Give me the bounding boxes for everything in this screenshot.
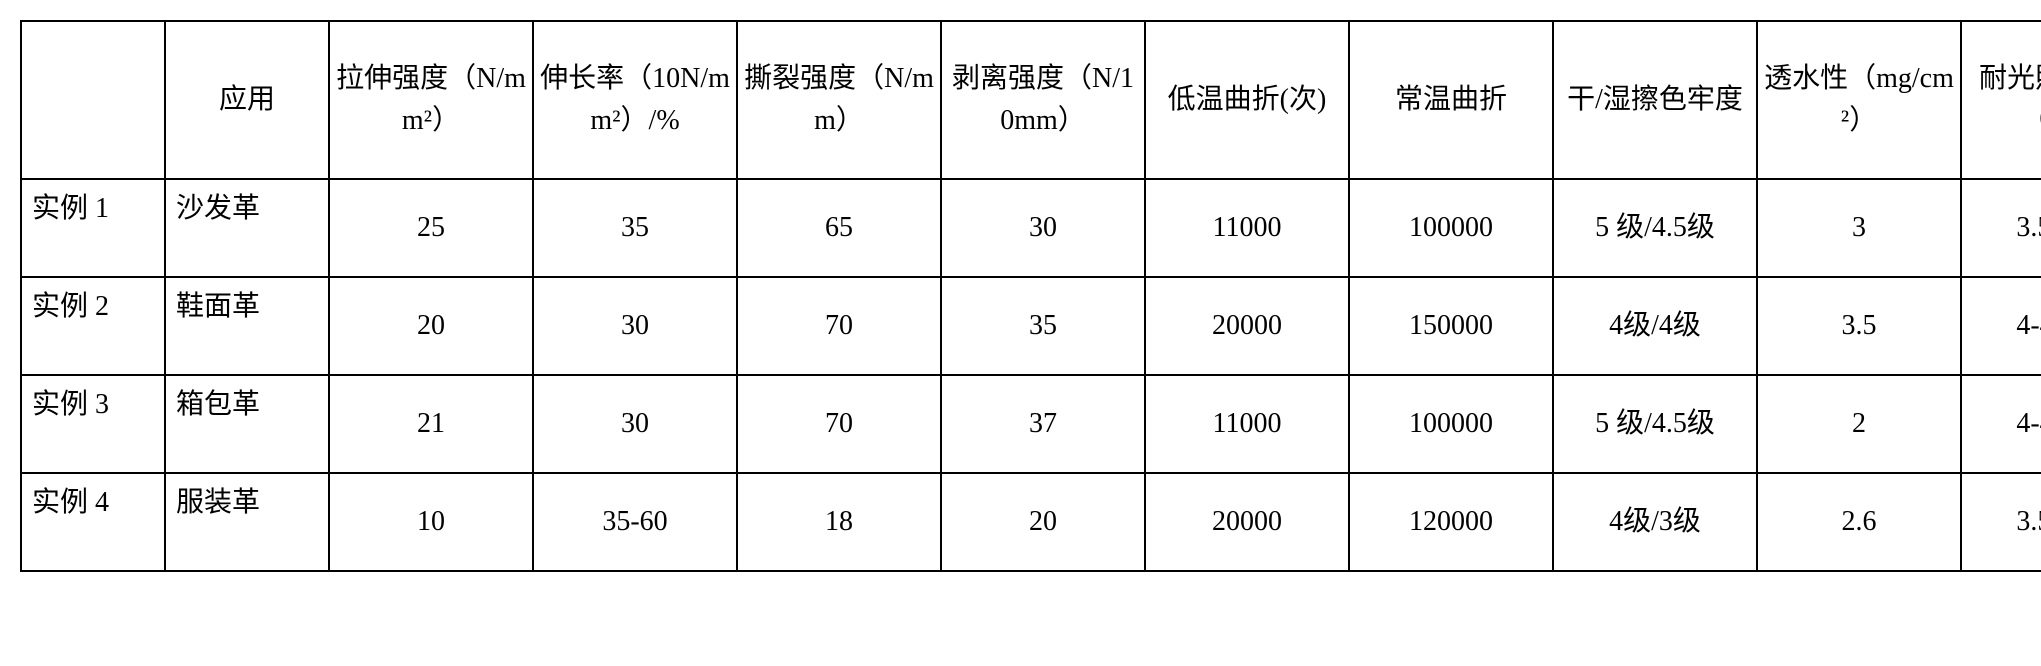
- col-header-app: 应用: [165, 21, 329, 179]
- cell-id: 实例 3: [21, 375, 165, 473]
- cell-value: 5 级/4.5级: [1553, 179, 1757, 277]
- cell-value: 10: [329, 473, 533, 571]
- cell-value: 5 级/4.5级: [1553, 375, 1757, 473]
- cell-value: 30: [533, 277, 737, 375]
- cell-value: 2: [1757, 375, 1961, 473]
- cell-value: 35: [533, 179, 737, 277]
- col-header-peel-strength: 剥离强度（N/10mm）: [941, 21, 1145, 179]
- cell-value: 4-4.5 级: [1961, 375, 2041, 473]
- cell-value: 11000: [1145, 375, 1349, 473]
- table-row: 实例 2 鞋面革 20 30 70 35 20000 150000 4级/4级 …: [21, 277, 2041, 375]
- col-header-permeability: 透水性（mg/cm²）: [1757, 21, 1961, 179]
- cell-value: 3.5-4 级: [1961, 179, 2041, 277]
- cell-value: 18: [737, 473, 941, 571]
- col-header-rub-fastness: 干/湿擦色牢度: [1553, 21, 1757, 179]
- col-header-tensile-strength: 拉伸强度（N/mm²）: [329, 21, 533, 179]
- cell-value: 120000: [1349, 473, 1553, 571]
- properties-table: 应用 拉伸强度（N/mm²） 伸长率（10N/mm²）/% 撕裂强度（N/mm）…: [20, 20, 2041, 572]
- cell-value: 35: [941, 277, 1145, 375]
- cell-value: 21: [329, 375, 533, 473]
- cell-value: 20: [941, 473, 1145, 571]
- col-header-tear-strength: 撕裂强度（N/mm）: [737, 21, 941, 179]
- cell-value: 70: [737, 375, 941, 473]
- cell-value: 2.6: [1757, 473, 1961, 571]
- cell-value: 70: [737, 277, 941, 375]
- cell-value: 30: [941, 179, 1145, 277]
- cell-app: 服装革: [165, 473, 329, 571]
- table-row: 实例 3 箱包革 21 30 70 37 11000 100000 5 级/4.…: [21, 375, 2041, 473]
- cell-id: 实例 4: [21, 473, 165, 571]
- cell-value: 25: [329, 179, 533, 277]
- cell-value: 37: [941, 375, 1145, 473]
- col-header-id: [21, 21, 165, 179]
- cell-value: 20000: [1145, 473, 1349, 571]
- cell-value: 20: [329, 277, 533, 375]
- cell-app: 鞋面革: [165, 277, 329, 375]
- table-row: 实例 4 服装革 10 35-60 18 20 20000 120000 4级/…: [21, 473, 2041, 571]
- cell-value: 35-60: [533, 473, 737, 571]
- cell-value: 100000: [1349, 375, 1553, 473]
- cell-app: 沙发革: [165, 179, 329, 277]
- table-header-row: 应用 拉伸强度（N/mm²） 伸长率（10N/mm²）/% 撕裂强度（N/mm）…: [21, 21, 2041, 179]
- col-header-room-temp-flex: 常温曲折: [1349, 21, 1553, 179]
- col-header-elongation: 伸长率（10N/mm²）/%: [533, 21, 737, 179]
- cell-value: 20000: [1145, 277, 1349, 375]
- col-header-light-fastness: 耐光照色牢度（级）: [1961, 21, 2041, 179]
- cell-value: 30: [533, 375, 737, 473]
- cell-app: 箱包革: [165, 375, 329, 473]
- cell-value: 65: [737, 179, 941, 277]
- cell-value: 100000: [1349, 179, 1553, 277]
- cell-value: 3.5: [1757, 277, 1961, 375]
- cell-value: 4级/3级: [1553, 473, 1757, 571]
- cell-value: 4-4.5 级: [1961, 277, 2041, 375]
- cell-value: 4级/4级: [1553, 277, 1757, 375]
- cell-id: 实例 1: [21, 179, 165, 277]
- cell-id: 实例 2: [21, 277, 165, 375]
- table-row: 实例 1 沙发革 25 35 65 30 11000 100000 5 级/4.…: [21, 179, 2041, 277]
- cell-value: 150000: [1349, 277, 1553, 375]
- cell-value: 3.5-4 级: [1961, 473, 2041, 571]
- cell-value: 11000: [1145, 179, 1349, 277]
- col-header-low-temp-flex: 低温曲折(次): [1145, 21, 1349, 179]
- cell-value: 3: [1757, 179, 1961, 277]
